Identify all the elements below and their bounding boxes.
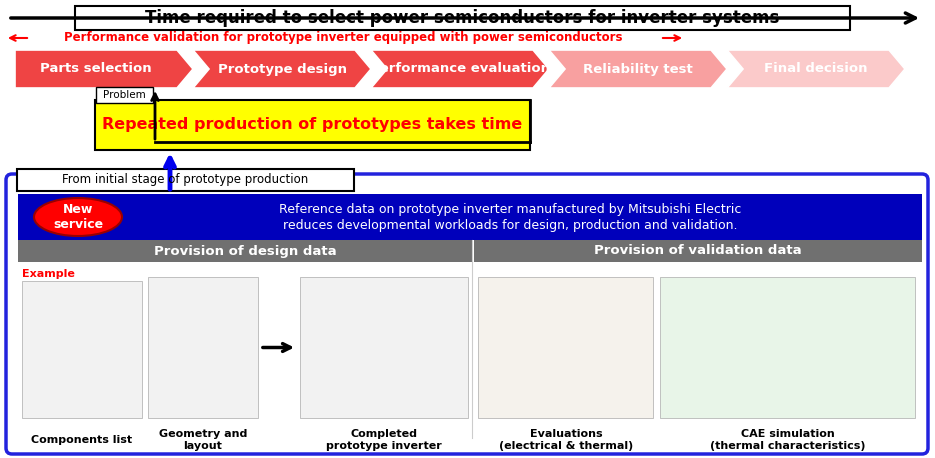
- FancyBboxPatch shape: [17, 169, 354, 191]
- Polygon shape: [371, 50, 549, 88]
- FancyBboxPatch shape: [18, 240, 472, 262]
- Text: Evaluations
(electrical & thermal): Evaluations (electrical & thermal): [499, 429, 633, 451]
- Text: Parts selection: Parts selection: [40, 62, 151, 76]
- Text: From initial stage of prototype production: From initial stage of prototype producti…: [62, 174, 309, 186]
- FancyBboxPatch shape: [148, 277, 258, 418]
- Polygon shape: [549, 50, 727, 88]
- Text: New
service: New service: [53, 203, 103, 231]
- Text: Reference data on prototype inverter manufactured by Mitsubishi Electric: Reference data on prototype inverter man…: [279, 203, 741, 217]
- Text: Geometry and
layout: Geometry and layout: [159, 429, 247, 451]
- FancyBboxPatch shape: [474, 240, 922, 262]
- Text: Performance evaluation: Performance evaluation: [370, 62, 550, 76]
- Text: Problem: Problem: [103, 90, 145, 100]
- Polygon shape: [15, 50, 193, 88]
- FancyBboxPatch shape: [75, 6, 850, 30]
- Polygon shape: [193, 50, 371, 88]
- FancyBboxPatch shape: [18, 194, 922, 240]
- FancyBboxPatch shape: [6, 174, 928, 454]
- Text: Prototype design: Prototype design: [218, 62, 347, 76]
- Text: Components list: Components list: [32, 435, 133, 445]
- Polygon shape: [727, 50, 905, 88]
- Text: Example: Example: [22, 269, 75, 279]
- FancyBboxPatch shape: [478, 277, 653, 418]
- FancyBboxPatch shape: [300, 277, 468, 418]
- Text: Completed
prototype inverter: Completed prototype inverter: [326, 429, 442, 451]
- Text: Final decision: Final decision: [764, 62, 868, 76]
- FancyBboxPatch shape: [95, 100, 530, 150]
- Text: Performance validation for prototype inverter equipped with power semiconductors: Performance validation for prototype inv…: [64, 32, 623, 44]
- FancyBboxPatch shape: [22, 281, 142, 418]
- Text: Repeated production of prototypes takes time: Repeated production of prototypes takes …: [102, 118, 523, 132]
- FancyBboxPatch shape: [660, 277, 915, 418]
- Ellipse shape: [34, 198, 122, 236]
- FancyBboxPatch shape: [96, 87, 153, 103]
- Text: Provision of design data: Provision of design data: [153, 245, 337, 257]
- Text: Time required to select power semiconductors for inverter systems: Time required to select power semiconduc…: [145, 9, 779, 27]
- Text: reduces developmental workloads for design, production and validation.: reduces developmental workloads for desi…: [282, 218, 738, 231]
- Text: Provision of validation data: Provision of validation data: [594, 245, 802, 257]
- Text: Reliability test: Reliability test: [583, 62, 693, 76]
- Text: CAE simulation
(thermal characteristics): CAE simulation (thermal characteristics): [711, 429, 866, 451]
